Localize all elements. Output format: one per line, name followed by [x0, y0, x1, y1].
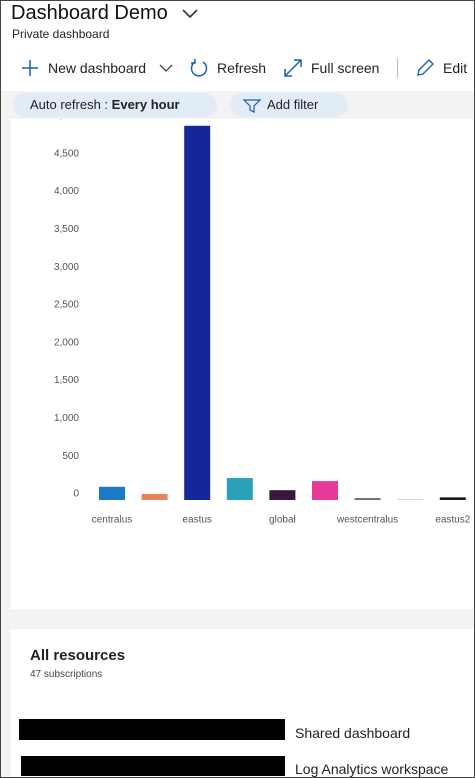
- bar: [226, 478, 253, 500]
- bar: [312, 481, 338, 500]
- full-screen-button[interactable]: Full screen: [311, 60, 380, 76]
- refresh-icon[interactable]: [189, 58, 209, 78]
- new-dashboard-button[interactable]: New dashboard: [48, 60, 147, 76]
- bar: [354, 498, 381, 500]
- y-tick-label: 3,000: [54, 262, 79, 273]
- bar: [99, 486, 125, 500]
- refresh-button[interactable]: Refresh: [217, 60, 267, 76]
- y-tick-label: 5,000: [54, 119, 79, 122]
- plus-icon[interactable]: [21, 59, 39, 77]
- bar: [397, 499, 424, 500]
- bar: [439, 497, 466, 500]
- resources-subtitle: 47 subscriptions: [30, 669, 103, 680]
- auto-refresh-label: Auto refresh :: [30, 97, 109, 112]
- x-tick-label: centralus: [92, 515, 133, 526]
- filter-icon: [242, 99, 262, 113]
- chart: 0 500 1,000 1,500 2,000 2,500 3,000 3,500 4,000 4…: [11, 119, 474, 609]
- edit-icon[interactable]: [415, 58, 435, 78]
- dashboard-title[interactable]: Dashboard Demo: [11, 2, 168, 24]
- redacted-name: [21, 756, 285, 776]
- x-tick-label: eastus: [182, 515, 211, 526]
- resource-type: Shared dashboard: [295, 725, 411, 741]
- y-tick-label: 1,500: [54, 375, 79, 386]
- y-tick-label: 4,500: [54, 148, 79, 159]
- new-dashboard-chevron[interactable]: [158, 63, 174, 73]
- x-tick-label: westcentralus: [336, 515, 398, 526]
- add-filter-label: Add filter: [267, 97, 319, 112]
- edit-button[interactable]: Edit: [443, 60, 468, 76]
- bar: [184, 125, 211, 500]
- y-tick-label: 1,000: [54, 413, 79, 424]
- y-tick-label: 0: [73, 489, 79, 500]
- dashboard-subtitle: Private dashboard: [12, 27, 110, 41]
- resources-title: All resources: [30, 647, 126, 664]
- y-tick-label: 4,000: [54, 186, 79, 197]
- add-filter-pill[interactable]: Add filter: [230, 93, 348, 117]
- y-tick-label: 2,500: [54, 300, 79, 311]
- auto-refresh-pill[interactable]: Auto refresh : Every hour: [13, 93, 217, 117]
- x-tick-label: global: [269, 515, 296, 526]
- y-tick-label: 2,000: [54, 337, 79, 348]
- y-tick-label: 500: [62, 451, 79, 462]
- redacted-name: [19, 719, 285, 740]
- title-chevron[interactable]: [181, 7, 199, 19]
- resource-type: Log Analytics workspace: [295, 761, 449, 777]
- bar: [141, 493, 168, 500]
- y-tick-label: 3,500: [54, 224, 79, 235]
- x-tick-label: eastus2: [435, 515, 470, 526]
- auto-refresh-value: Every hour: [111, 97, 180, 112]
- header-bg: [1, 1, 474, 91]
- fullscreen-icon[interactable]: [283, 58, 303, 78]
- resources-panel: [11, 629, 474, 777]
- toolbar-separator: [397, 58, 398, 78]
- bar: [269, 490, 296, 500]
